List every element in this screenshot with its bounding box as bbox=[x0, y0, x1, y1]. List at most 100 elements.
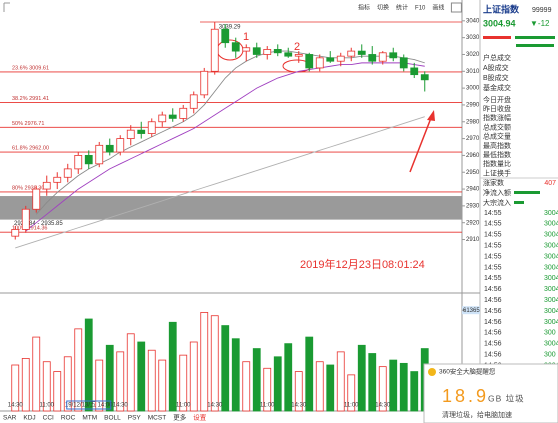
tick-time: 14:55 bbox=[484, 243, 502, 250]
tick-price: 3004 bbox=[544, 297, 558, 304]
tab[interactable]: SAR bbox=[3, 415, 17, 422]
volume-bar bbox=[399, 362, 408, 412]
tick-price: 3004 bbox=[544, 275, 558, 282]
volume-bar bbox=[347, 374, 356, 412]
toolbar-button[interactable]: 统计 bbox=[396, 4, 408, 12]
panel-row: 最低指数 bbox=[483, 150, 511, 159]
volume-bar bbox=[389, 359, 398, 412]
tick-time: 14:55 bbox=[484, 210, 502, 217]
tick-price: 3004 bbox=[544, 232, 558, 239]
volume-bar bbox=[284, 343, 293, 412]
panel-row: 总成交额 bbox=[483, 122, 511, 131]
panel-row: 指数涨幅 bbox=[483, 113, 511, 122]
flow-bar bbox=[514, 191, 540, 194]
candle-body bbox=[231, 42, 240, 52]
toolbar-icon[interactable] bbox=[450, 2, 462, 13]
popup-text[interactable]: 清理垃圾，给电脑加速 bbox=[442, 410, 512, 419]
volume-bar bbox=[74, 328, 83, 412]
fib-label: 80% 2938.30 bbox=[12, 185, 44, 191]
panel-row: 昨日收盘 bbox=[483, 104, 511, 113]
y-tick-label: 2960 bbox=[466, 153, 480, 159]
tab[interactable]: KDJ bbox=[23, 415, 35, 422]
candle-body bbox=[420, 74, 429, 81]
panel-row: 基金成交 bbox=[483, 83, 511, 92]
tab[interactable]: MCST bbox=[148, 415, 166, 422]
volume-bar bbox=[95, 359, 104, 412]
popup-unit: GB 垃圾 bbox=[488, 393, 525, 403]
candle-body bbox=[242, 47, 251, 52]
index-change: ▼-12 bbox=[530, 19, 550, 28]
tab[interactable]: PSY bbox=[128, 415, 142, 422]
y-tick-label: 2970 bbox=[466, 136, 480, 142]
tab[interactable]: ROC bbox=[61, 415, 76, 422]
candle-body bbox=[347, 50, 356, 57]
date-annotation: 2019年12月23日08:01:24 bbox=[300, 257, 425, 271]
x-tick-label: 19/12/13/五 14:00 bbox=[65, 402, 113, 409]
volume-bar bbox=[126, 333, 135, 412]
toolbar-button[interactable]: 画线 bbox=[432, 4, 444, 12]
panel-row: B股成交 bbox=[483, 73, 509, 82]
flow-label: 净流入额 bbox=[483, 188, 511, 197]
volume-bar bbox=[168, 321, 177, 412]
tick-price: 3004 bbox=[544, 341, 558, 348]
deco-bar bbox=[516, 44, 554, 47]
tick-price: 3004 bbox=[544, 264, 558, 271]
y-tick-label: 61365 bbox=[463, 308, 480, 314]
candle-body bbox=[368, 54, 377, 62]
popup-size: 18.9 bbox=[442, 386, 489, 406]
candle-body bbox=[221, 28, 230, 44]
tick-time: 14:55 bbox=[484, 232, 502, 239]
candle-body bbox=[53, 176, 62, 183]
x-tick-label: 14:30 bbox=[8, 403, 24, 409]
volume-bar bbox=[294, 371, 303, 412]
candle-body bbox=[410, 67, 419, 76]
candle-body bbox=[336, 55, 345, 62]
x-label-box bbox=[66, 400, 112, 410]
volume-bar bbox=[179, 354, 188, 412]
y-tick-label: 2910 bbox=[466, 237, 480, 243]
tick-time: 14:56 bbox=[484, 308, 502, 315]
tab[interactable]: 设置 bbox=[193, 413, 207, 422]
candle-body bbox=[74, 155, 83, 170]
tab[interactable]: MTM bbox=[82, 415, 97, 422]
tick-price: 3004 bbox=[544, 253, 558, 260]
panel-row: 今日开盘 bbox=[483, 95, 511, 104]
candle-body bbox=[294, 54, 303, 57]
tick-price: 3004 bbox=[544, 210, 558, 217]
volume-bar bbox=[158, 359, 167, 412]
volume-bar bbox=[137, 341, 146, 412]
x-tick-label: 14:30 bbox=[207, 403, 223, 409]
tab[interactable]: 更多 bbox=[173, 413, 187, 422]
tick-box bbox=[462, 306, 480, 315]
candle-body bbox=[252, 47, 261, 55]
popup-box bbox=[423, 363, 558, 423]
advancers-value: 407 bbox=[544, 180, 556, 187]
peak-label: 3039.29 bbox=[219, 25, 241, 31]
tick-time: 14:55 bbox=[484, 275, 502, 282]
tab[interactable]: BOLL bbox=[104, 415, 121, 422]
y-tick-label: 2940 bbox=[466, 187, 480, 193]
deco-bar bbox=[483, 36, 511, 39]
candle-body bbox=[32, 188, 41, 210]
candle-body bbox=[42, 181, 51, 190]
candle-body bbox=[11, 229, 20, 237]
panel-row: 指数量比 bbox=[483, 159, 511, 168]
toolbar-button[interactable]: 指标 bbox=[358, 4, 370, 12]
toolbar-button[interactable]: F10 bbox=[415, 6, 426, 12]
volume-bar bbox=[221, 325, 230, 412]
y-tick-label: 3030 bbox=[466, 35, 480, 41]
tab[interactable]: CCI bbox=[43, 415, 54, 422]
candle-body bbox=[263, 49, 272, 55]
candle-body bbox=[315, 57, 324, 69]
arrow-head bbox=[427, 110, 435, 121]
volume-bar bbox=[147, 349, 156, 412]
volume-bar bbox=[252, 348, 261, 412]
x-tick-label: 11:00 bbox=[260, 403, 275, 409]
y-tick-label: 2930 bbox=[466, 203, 480, 209]
candle-body bbox=[399, 57, 408, 69]
y-tick-label: 3040 bbox=[466, 18, 480, 24]
toolbar-button[interactable]: 切换 bbox=[377, 4, 389, 12]
volume-bar bbox=[378, 366, 387, 412]
volume-bar bbox=[42, 361, 51, 412]
volume-bar bbox=[305, 336, 314, 412]
